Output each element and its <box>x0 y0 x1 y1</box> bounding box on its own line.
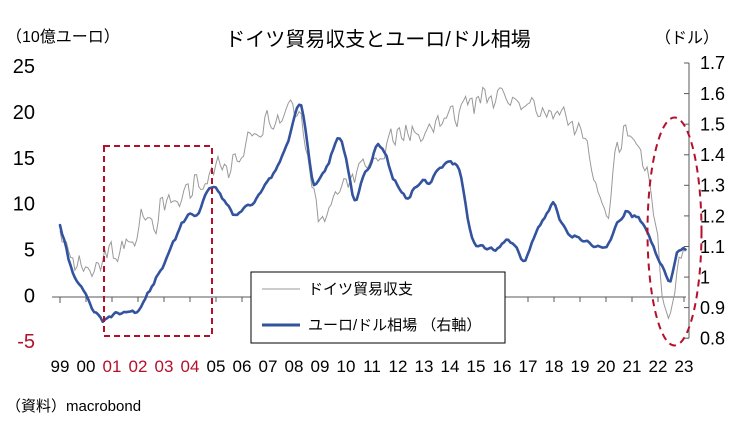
svg-text:11: 11 <box>363 357 381 376</box>
svg-text:1: 1 <box>700 268 710 288</box>
svg-text:09: 09 <box>311 357 330 376</box>
svg-text:99: 99 <box>51 357 70 376</box>
svg-text:1.6: 1.6 <box>700 84 725 104</box>
svg-text:ドイツ貿易収支: ドイツ貿易収支 <box>308 281 413 298</box>
svg-text:23: 23 <box>675 357 694 376</box>
svg-text:06: 06 <box>233 357 252 376</box>
svg-text:1.1: 1.1 <box>700 237 725 257</box>
svg-text:10: 10 <box>13 194 35 216</box>
svg-text:04: 04 <box>181 357 200 376</box>
svg-text:20: 20 <box>13 102 35 124</box>
svg-text:-5: -5 <box>17 331 35 353</box>
svg-text:ユーロ/ドル相場 （右軸）: ユーロ/ドル相場 （右軸） <box>308 317 481 334</box>
svg-text:5: 5 <box>24 240 35 262</box>
svg-text:18: 18 <box>545 357 564 376</box>
svg-text:0.9: 0.9 <box>700 298 725 318</box>
svg-text:20: 20 <box>597 357 616 376</box>
svg-text:0.8: 0.8 <box>700 329 725 349</box>
svg-text:1.5: 1.5 <box>700 115 725 135</box>
svg-text:0: 0 <box>24 285 35 307</box>
svg-text:1.2: 1.2 <box>700 206 725 226</box>
svg-text:05: 05 <box>207 357 226 376</box>
svg-text:15: 15 <box>467 357 486 376</box>
svg-text:1.3: 1.3 <box>700 176 725 196</box>
svg-text:01: 01 <box>103 357 122 376</box>
svg-text:25: 25 <box>13 56 35 78</box>
svg-text:22: 22 <box>649 357 668 376</box>
svg-text:10: 10 <box>337 357 356 376</box>
svg-text:21: 21 <box>623 357 642 376</box>
svg-text:（ドル）: （ドル） <box>655 29 719 47</box>
svg-text:02: 02 <box>129 357 148 376</box>
svg-text:13: 13 <box>415 357 434 376</box>
svg-text:00: 00 <box>77 357 96 376</box>
svg-text:16: 16 <box>493 357 512 376</box>
svg-text:17: 17 <box>519 357 538 376</box>
svg-text:1.7: 1.7 <box>700 53 725 73</box>
svg-text:19: 19 <box>571 357 590 376</box>
svg-text:14: 14 <box>441 357 460 376</box>
svg-text:07: 07 <box>259 357 278 376</box>
svg-text:（10億ユーロ）: （10億ユーロ） <box>6 28 120 46</box>
svg-text:1.4: 1.4 <box>700 145 725 165</box>
svg-text:12: 12 <box>389 357 408 376</box>
svg-text:（資料）macrobond: （資料）macrobond <box>6 398 141 415</box>
svg-text:ドイツ貿易収支とユーロ/ドル相場: ドイツ貿易収支とユーロ/ドル相場 <box>225 28 531 51</box>
svg-text:15: 15 <box>13 148 35 170</box>
svg-text:08: 08 <box>285 357 304 376</box>
svg-text:03: 03 <box>155 357 174 376</box>
